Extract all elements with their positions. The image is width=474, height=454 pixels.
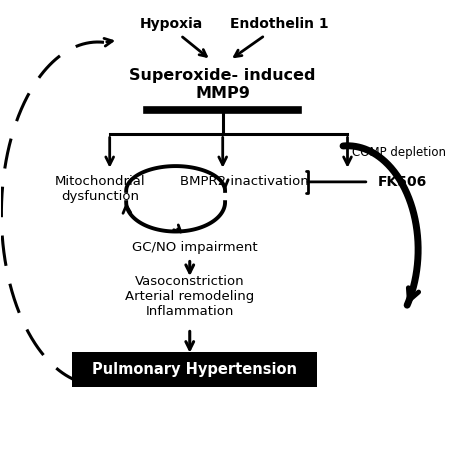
Text: Hypoxia: Hypoxia <box>139 17 202 31</box>
Text: Mitochondrial
dysfunction: Mitochondrial dysfunction <box>55 175 146 202</box>
Text: Superoxide- induced: Superoxide- induced <box>129 69 316 84</box>
FancyBboxPatch shape <box>72 352 317 387</box>
Text: Endothelin 1: Endothelin 1 <box>230 17 328 31</box>
Text: MMP9: MMP9 <box>195 86 250 101</box>
Text: Vasoconstriction
Arterial remodeling
Inflammation: Vasoconstriction Arterial remodeling Inf… <box>125 276 255 318</box>
Text: GC/NO impairment: GC/NO impairment <box>132 241 257 254</box>
Text: FK506: FK506 <box>378 175 428 189</box>
Text: Pulmonary Hypertension: Pulmonary Hypertension <box>92 362 297 377</box>
Text: BMPR2 inactivation: BMPR2 inactivation <box>180 175 308 188</box>
Text: COMP depletion: COMP depletion <box>352 146 446 159</box>
